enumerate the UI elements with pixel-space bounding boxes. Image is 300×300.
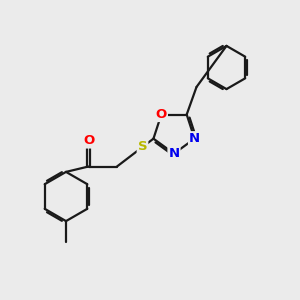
Text: O: O [83,134,94,148]
Text: N: N [189,132,200,145]
Text: O: O [156,108,167,121]
Text: N: N [168,147,180,160]
Text: S: S [138,140,147,154]
